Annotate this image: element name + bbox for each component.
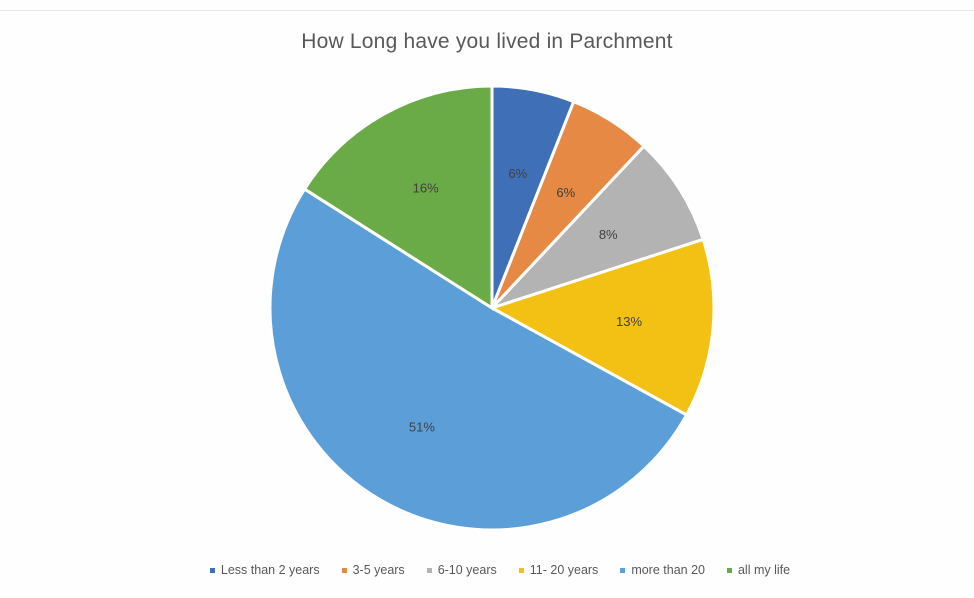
legend-swatch: [726, 567, 732, 573]
chart-title: How Long have you lived in Parchment: [301, 30, 673, 53]
data-label: 51%: [409, 419, 435, 434]
legend-label: Less than 2 years: [220, 563, 320, 577]
pie-slice-all-my-life: [302, 84, 494, 311]
legend-swatch: [341, 567, 347, 573]
legend-swatch: [209, 567, 215, 573]
data-label: 16%: [413, 180, 439, 195]
divider: [0, 10, 974, 11]
data-label: 6%: [508, 166, 527, 181]
legend-item: 11- 20 years: [518, 563, 599, 577]
pie-slice-11-20-years: [488, 237, 716, 417]
pie-slice-more-than-20: [268, 186, 689, 532]
data-label: 13%: [616, 314, 642, 329]
legend-label: more than 20: [631, 563, 705, 577]
legend-label: 3-5 years: [352, 563, 405, 577]
legend-label: all my life: [737, 563, 791, 577]
legend-item: more than 20: [620, 563, 705, 577]
data-label: 8%: [599, 227, 618, 242]
legend-swatch: [426, 567, 432, 573]
legend-item: 6-10 years: [426, 563, 497, 577]
pie-slice-6-10-years: [490, 144, 706, 310]
legend-swatch: [518, 567, 524, 573]
legend-label: 11- 20 years: [529, 563, 599, 577]
data-label: 6%: [556, 185, 575, 200]
chart-legend: Less than 2 years 3-5 years 6-10 years 11- …: [100, 563, 900, 577]
legend-item: all my life: [726, 563, 791, 577]
legend-swatch: [620, 567, 626, 573]
legend-label: 6-10 years: [437, 563, 497, 577]
legend-item: 3-5 years: [341, 563, 405, 577]
legend-item: Less than 2 years: [209, 563, 320, 577]
